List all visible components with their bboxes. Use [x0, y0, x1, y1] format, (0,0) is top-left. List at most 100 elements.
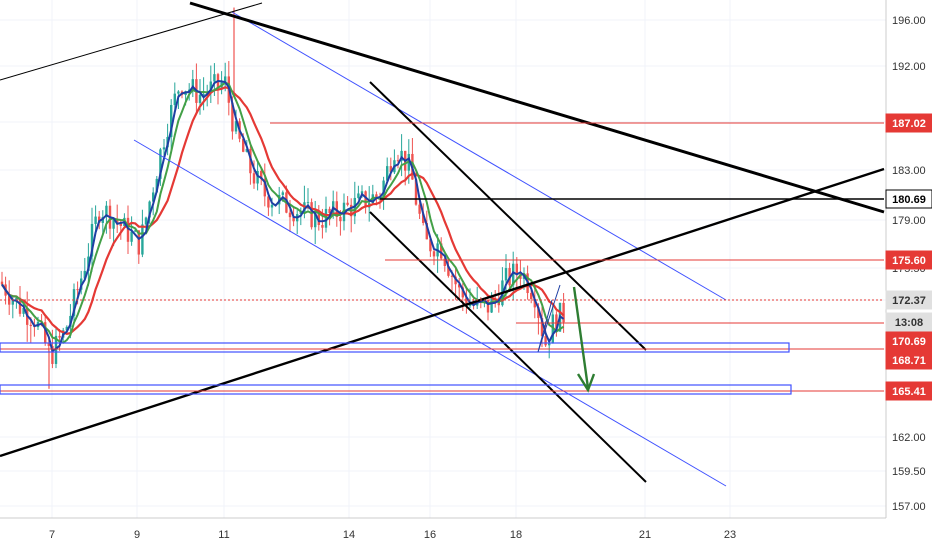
price-badge: 187.02 [885, 113, 932, 133]
candle-body [450, 275, 454, 277]
candle-body [51, 345, 54, 364]
candle-body [299, 211, 302, 215]
candle-body [141, 224, 144, 255]
candle-body [54, 335, 58, 364]
price-badge-bg [885, 331, 932, 351]
candle-body [162, 147, 166, 150]
candle-body [357, 193, 360, 198]
candle-body [346, 202, 349, 205]
major-downtrend-line [189, 1, 885, 214]
upper-trend-line [0, 2, 263, 81]
candle-body [22, 307, 25, 314]
candle-body [335, 201, 338, 217]
candle-body [364, 191, 367, 208]
candle-body [432, 251, 436, 257]
time-tick-label: 18 [510, 529, 522, 541]
candle-body [119, 222, 122, 226]
candle-body [105, 205, 108, 218]
candle-body [490, 297, 493, 313]
candle-body [65, 326, 68, 331]
candle-body [429, 239, 432, 252]
time-tick-label: 11 [218, 529, 229, 541]
candle-body [170, 104, 173, 137]
candle-body [418, 204, 421, 214]
candle-body [231, 102, 234, 132]
price-tick-label: 162.00 [892, 432, 926, 444]
candle-body [515, 263, 518, 275]
candle-body [116, 219, 119, 223]
candle-body [339, 216, 342, 222]
candle-body [389, 166, 392, 173]
price-tick-label: 179.00 [892, 215, 926, 227]
pattern-sketch-line [537, 284, 561, 353]
price-tick-label: 192.00 [892, 61, 926, 73]
candle-body [11, 300, 14, 305]
candle-body [213, 74, 216, 82]
price-badge: 175.60 [885, 250, 932, 270]
time-tick-label: 9 [134, 529, 140, 541]
candle-body [198, 94, 202, 103]
price-badge-bg [885, 290, 932, 310]
candle-body [458, 284, 461, 288]
candle-body [134, 230, 137, 232]
candle-body [321, 224, 324, 228]
wedge-lower-line [369, 211, 647, 483]
candle-body [47, 343, 50, 346]
candle-body [173, 93, 176, 105]
candle-body [310, 202, 313, 228]
candle-body [533, 299, 536, 308]
candle-body [512, 263, 515, 286]
candle-body [72, 289, 76, 316]
ma-slow-line [1, 86, 565, 335]
candle-body [76, 289, 79, 291]
candle-body [447, 266, 450, 276]
candle-body [454, 276, 457, 285]
candle-body [486, 299, 490, 313]
candle-body [152, 192, 155, 202]
candle-body [504, 268, 508, 281]
candle-body [314, 211, 317, 228]
candle-body [396, 160, 400, 162]
time-tick-label: 23 [724, 529, 736, 541]
price-badge: 165.41 [885, 381, 932, 401]
candle-body [267, 196, 270, 208]
candle-body [306, 202, 310, 204]
price-badge: 168.71 [885, 350, 932, 370]
candle-body [191, 79, 194, 90]
candle-body [281, 192, 284, 195]
candle-body [126, 217, 130, 242]
candle-body [440, 243, 443, 259]
candle-body [15, 297, 18, 301]
price-badge: 172.37 [885, 290, 932, 310]
ma-mid-line [1, 81, 565, 344]
candle-body [425, 223, 428, 240]
candle-body [130, 231, 133, 242]
price-badge-bg [885, 381, 932, 401]
candle-body [530, 293, 533, 300]
candle-body [375, 194, 378, 197]
price-badge-text: 175.60 [892, 255, 926, 267]
rising-support-line [0, 167, 885, 458]
candle-body [256, 170, 259, 184]
price-badge-bg [885, 312, 932, 332]
price-badge-text: 172.37 [892, 295, 926, 307]
channel-upper-line [231, 11, 727, 301]
candle-body [465, 297, 468, 307]
candle-body [548, 343, 551, 346]
candle-body [317, 211, 320, 225]
candle-body [422, 213, 425, 224]
candle-body [242, 138, 245, 152]
price-badge-text: 13:08 [895, 317, 923, 329]
candle-body [137, 230, 140, 255]
candle-body [209, 81, 212, 94]
price-badge: 170.69 [885, 331, 932, 351]
candle-body [328, 208, 331, 214]
channel-lower-line [133, 139, 727, 487]
candle-body [159, 149, 162, 179]
candle-body [18, 297, 22, 314]
time-tick-label: 16 [424, 529, 436, 541]
price-badge-bg [885, 113, 932, 133]
price-tick-label: 196.00 [892, 15, 926, 27]
candle-body [112, 219, 115, 229]
